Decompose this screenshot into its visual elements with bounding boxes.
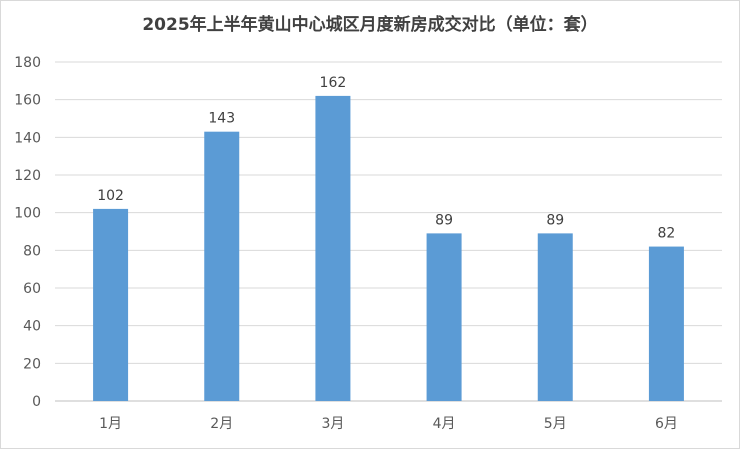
chart-title: 2025年上半年黄山中心城区月度新房成交对比（单位：套） [142, 15, 598, 35]
bar [93, 208, 129, 401]
x-tick-label: 2月 [210, 416, 233, 432]
x-tick-label: 6月 [655, 416, 678, 432]
y-tick-label: 120 [14, 168, 41, 184]
data-label: 143 [208, 111, 235, 127]
data-label: 102 [97, 188, 124, 204]
bar [648, 246, 684, 401]
y-tick-label: 80 [23, 243, 41, 259]
x-tick-label: 3月 [321, 416, 344, 432]
x-tick-label: 4月 [433, 416, 456, 432]
y-tick-label: 180 [14, 55, 41, 71]
bar [204, 131, 240, 401]
y-tick-label: 0 [32, 394, 41, 410]
data-label: 162 [320, 75, 347, 91]
data-label: 82 [658, 226, 676, 242]
y-tick-label: 40 [23, 319, 41, 335]
data-label: 89 [546, 212, 564, 228]
bar [426, 233, 462, 401]
bar [315, 95, 351, 402]
x-tick-label: 1月 [99, 416, 122, 432]
y-tick-label: 20 [23, 356, 41, 372]
x-tick-label: 5月 [544, 416, 567, 432]
bar [537, 233, 573, 401]
y-tick-label: 100 [14, 206, 41, 222]
y-tick-label: 160 [14, 93, 41, 109]
y-tick-label: 140 [14, 130, 41, 146]
y-tick-label: 60 [23, 281, 41, 297]
data-label: 89 [435, 212, 453, 228]
